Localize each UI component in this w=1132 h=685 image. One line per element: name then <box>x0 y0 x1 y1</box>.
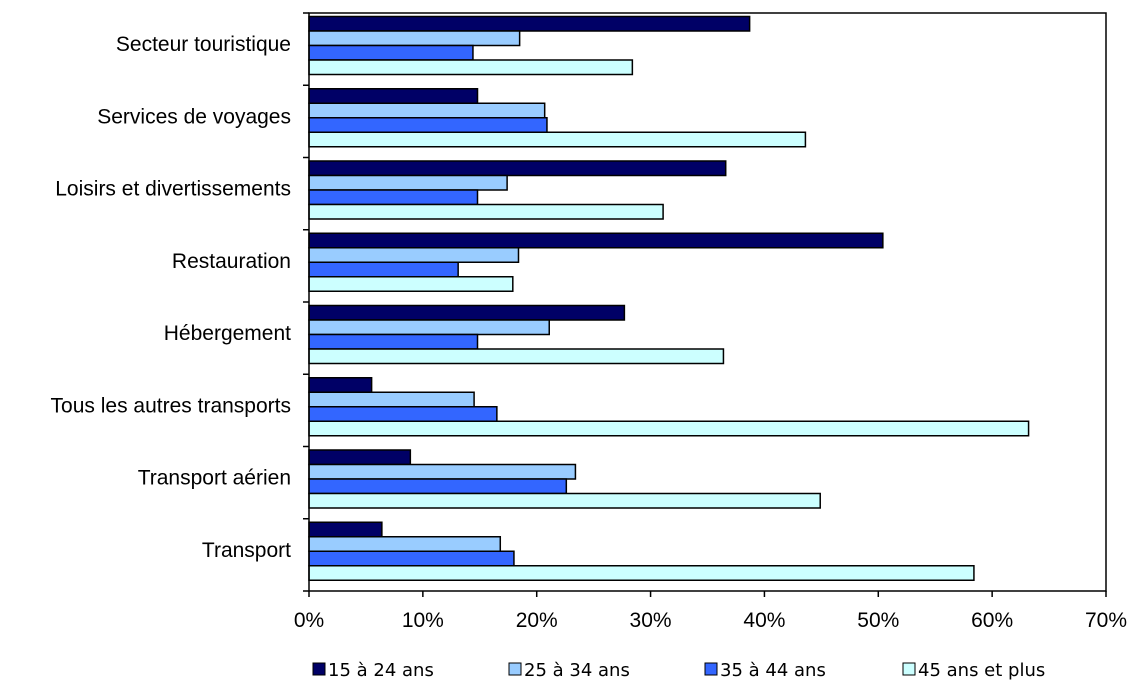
legend: 15 à 24 ans 25 à 34 ans 35 à 44 ans 45 ans … <box>312 660 1045 681</box>
bar <box>308 232 884 249</box>
category-labels: Secteur touristique Services de voyages Lo… <box>51 33 292 562</box>
legend-swatch <box>902 662 916 676</box>
legend-item: 25 à 34 ans <box>508 660 630 681</box>
bar <box>308 333 479 350</box>
x-tick-label: 60% <box>971 609 1013 632</box>
bar <box>308 449 412 466</box>
x-tick-label: 30% <box>630 609 672 632</box>
x-tick-label: 10% <box>402 609 444 632</box>
x-tick-label: 40% <box>743 609 785 632</box>
bar <box>308 160 727 177</box>
bar <box>308 319 550 336</box>
bar <box>308 247 520 263</box>
bar <box>308 550 515 567</box>
bar <box>308 174 508 191</box>
x-tick-label: 0% <box>294 609 324 632</box>
bar <box>308 189 479 206</box>
bar <box>308 463 577 480</box>
x-tick-label: 20% <box>516 609 558 632</box>
category-label: Restauration <box>172 250 291 273</box>
bar <box>308 59 634 76</box>
bar <box>308 420 1030 437</box>
legend-label: 45 ans et plus <box>918 660 1045 681</box>
x-tick-label: 50% <box>857 609 899 632</box>
category-label: Hébergement <box>164 322 291 345</box>
bar <box>308 261 459 278</box>
x-tick-label: 70% <box>1085 609 1127 632</box>
bar <box>308 492 821 509</box>
legend-label: 35 à 44 ans <box>720 660 826 681</box>
bar <box>308 88 479 104</box>
bar <box>308 565 975 581</box>
bar <box>308 102 546 119</box>
legend-label: 25 à 34 ans <box>524 660 630 681</box>
bar <box>308 30 521 47</box>
x-axis: 0% 10% 20% 30% 40% 50% 60% 70% <box>294 591 1127 632</box>
bar <box>308 117 548 133</box>
bar <box>308 203 664 220</box>
bar <box>308 15 751 32</box>
bar <box>308 131 807 148</box>
bar <box>308 304 626 321</box>
bar <box>308 348 725 365</box>
bar <box>308 521 383 538</box>
legend-swatch <box>508 662 522 676</box>
bar <box>308 44 474 61</box>
legend-swatch <box>704 662 718 676</box>
category-label: Secteur touristique <box>116 33 291 56</box>
bar <box>308 406 498 422</box>
category-label: Tous les autres transports <box>51 394 291 417</box>
legend-swatch <box>312 662 326 676</box>
bar <box>308 391 475 408</box>
category-label: Services de voyages <box>97 105 291 128</box>
category-label: Loisirs et divertissements <box>55 178 291 201</box>
bars-group <box>308 15 1030 581</box>
y-axis-ticks <box>303 12 309 592</box>
bar <box>308 478 568 495</box>
legend-item: 35 à 44 ans <box>704 660 826 681</box>
bar <box>308 377 373 393</box>
bar <box>308 276 514 292</box>
legend-label: 15 à 24 ans <box>328 660 434 681</box>
category-label: Transport <box>202 539 291 562</box>
category-label: Transport aérien <box>138 467 291 490</box>
legend-item: 45 ans et plus <box>902 660 1045 681</box>
bar <box>308 536 502 552</box>
legend-item: 15 à 24 ans <box>312 660 434 681</box>
